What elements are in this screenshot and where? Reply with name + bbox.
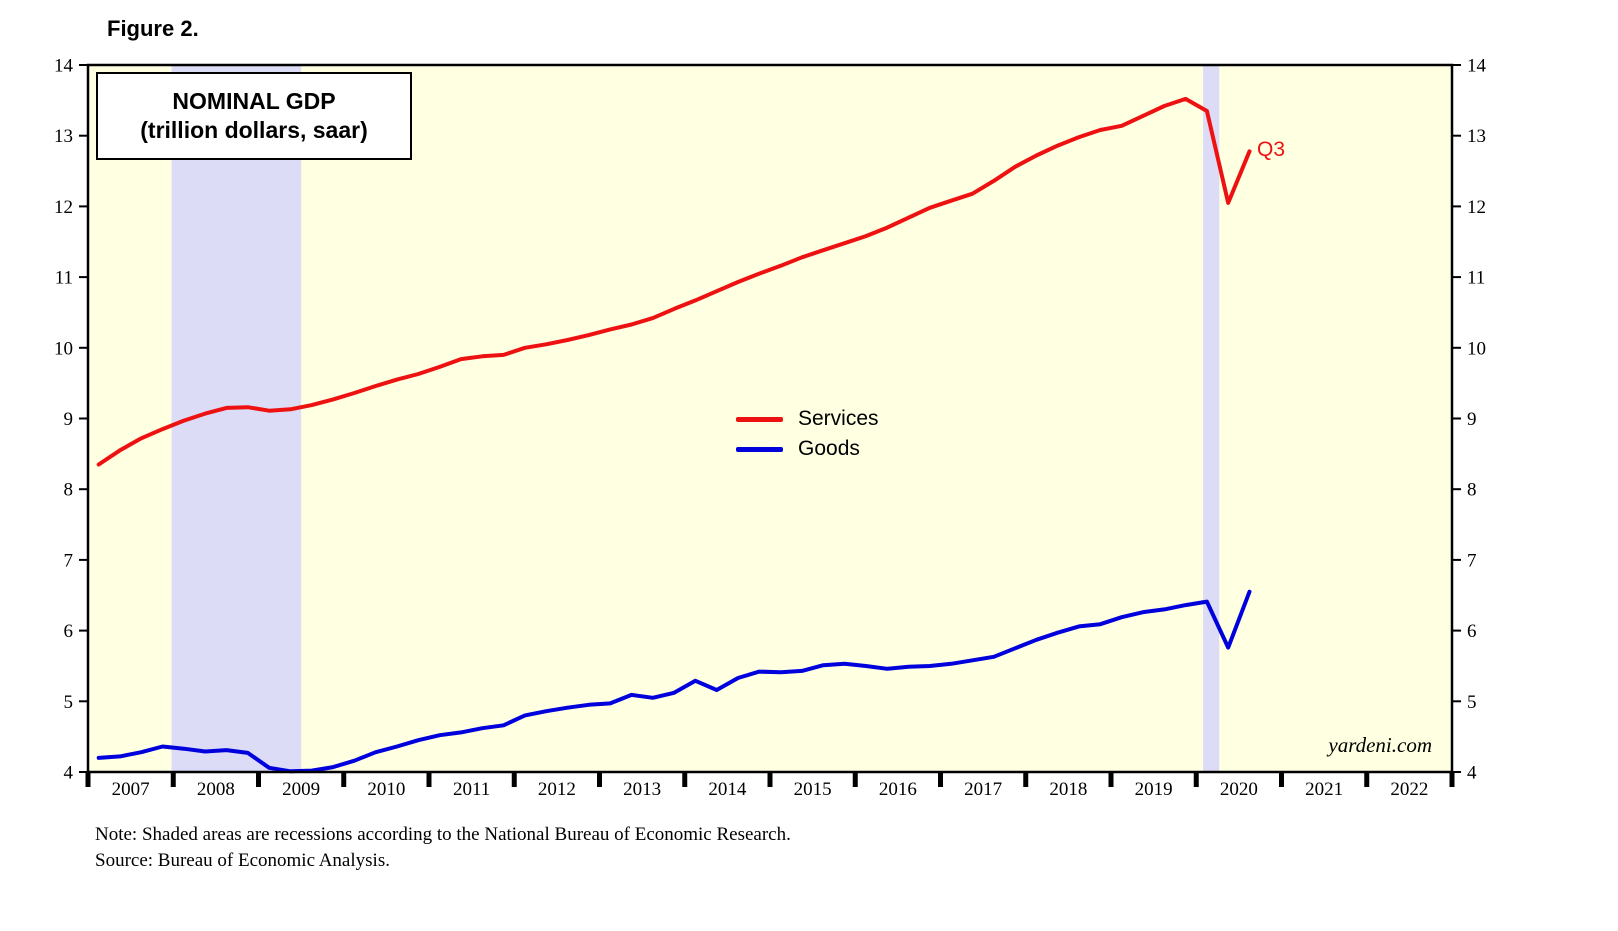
y-axis-label-right: 9 xyxy=(1467,409,1477,430)
y-axis-label-left: 14 xyxy=(54,56,74,77)
q3-annotation: Q3 xyxy=(1257,138,1286,161)
y-axis-label-left: 4 xyxy=(64,763,74,784)
x-axis-label: 2014 xyxy=(708,779,747,800)
watermark: yardeni.com xyxy=(1328,733,1432,757)
x-axis-label: 2015 xyxy=(794,779,832,800)
x-axis-label: 2016 xyxy=(879,779,917,800)
y-axis-label-left: 10 xyxy=(54,338,73,359)
x-axis-label: 2020 xyxy=(1220,779,1258,800)
y-axis-label-left: 12 xyxy=(54,197,73,218)
x-axis-label: 2021 xyxy=(1305,779,1343,800)
y-axis-label-left: 11 xyxy=(55,268,73,289)
y-axis-label-right: 14 xyxy=(1467,56,1487,77)
chart-subtitle: (trillion dollars, saar) xyxy=(140,117,368,143)
services-line-swatch xyxy=(736,416,783,422)
source-line: Source: Bureau of Economic Analysis. xyxy=(95,850,390,871)
y-axis-label-left: 8 xyxy=(64,480,74,501)
x-axis-label: 2013 xyxy=(623,779,661,800)
x-axis-label: 2007 xyxy=(112,779,150,800)
legend-label-services: Services xyxy=(798,407,879,430)
legend: Services Goods xyxy=(736,404,879,464)
x-axis-label: 2022 xyxy=(1390,779,1428,800)
footnotes: Note: Shaded areas are recessions accord… xyxy=(95,822,791,874)
y-axis-label-left: 7 xyxy=(64,550,74,571)
y-axis-label-right: 7 xyxy=(1467,550,1477,571)
x-axis-label: 2017 xyxy=(964,779,1002,800)
y-axis-label-left: 9 xyxy=(64,409,74,430)
x-axis-label: 2010 xyxy=(367,779,405,800)
y-axis-label-right: 11 xyxy=(1467,268,1485,289)
y-axis-label-left: 13 xyxy=(54,126,73,147)
x-axis-label: 2011 xyxy=(453,779,490,800)
note-line: Note: Shaded areas are recessions accord… xyxy=(95,824,791,845)
x-axis-label: 2008 xyxy=(197,779,235,800)
y-axis-label-right: 13 xyxy=(1467,126,1486,147)
x-axis-label: 2018 xyxy=(1049,779,1087,800)
y-axis-label-right: 5 xyxy=(1467,692,1477,713)
y-axis-label-right: 10 xyxy=(1467,338,1486,359)
y-axis-label-right: 8 xyxy=(1467,480,1477,501)
x-axis-label: 2019 xyxy=(1135,779,1173,800)
y-axis-label-right: 4 xyxy=(1467,763,1477,784)
y-axis-label-right: 6 xyxy=(1467,621,1477,642)
goods-line-swatch xyxy=(736,446,783,452)
series-services-line xyxy=(96,96,1252,467)
chart-title-box: NOMINAL GDP (trillion dollars, saar) xyxy=(96,72,412,160)
x-axis-label: 2012 xyxy=(538,779,576,800)
legend-item-goods: Goods xyxy=(736,434,879,464)
y-axis-label-left: 6 xyxy=(64,621,74,642)
legend-item-services: Services xyxy=(736,404,879,434)
legend-label-goods: Goods xyxy=(798,437,860,460)
y-axis-label-right: 12 xyxy=(1467,197,1486,218)
x-axis-label: 2009 xyxy=(282,779,320,800)
chart-title: NOMINAL GDP xyxy=(172,88,336,114)
y-axis-label-left: 5 xyxy=(64,692,74,713)
figure-label: Figure 2. xyxy=(107,16,199,41)
recession-band xyxy=(1203,65,1220,772)
